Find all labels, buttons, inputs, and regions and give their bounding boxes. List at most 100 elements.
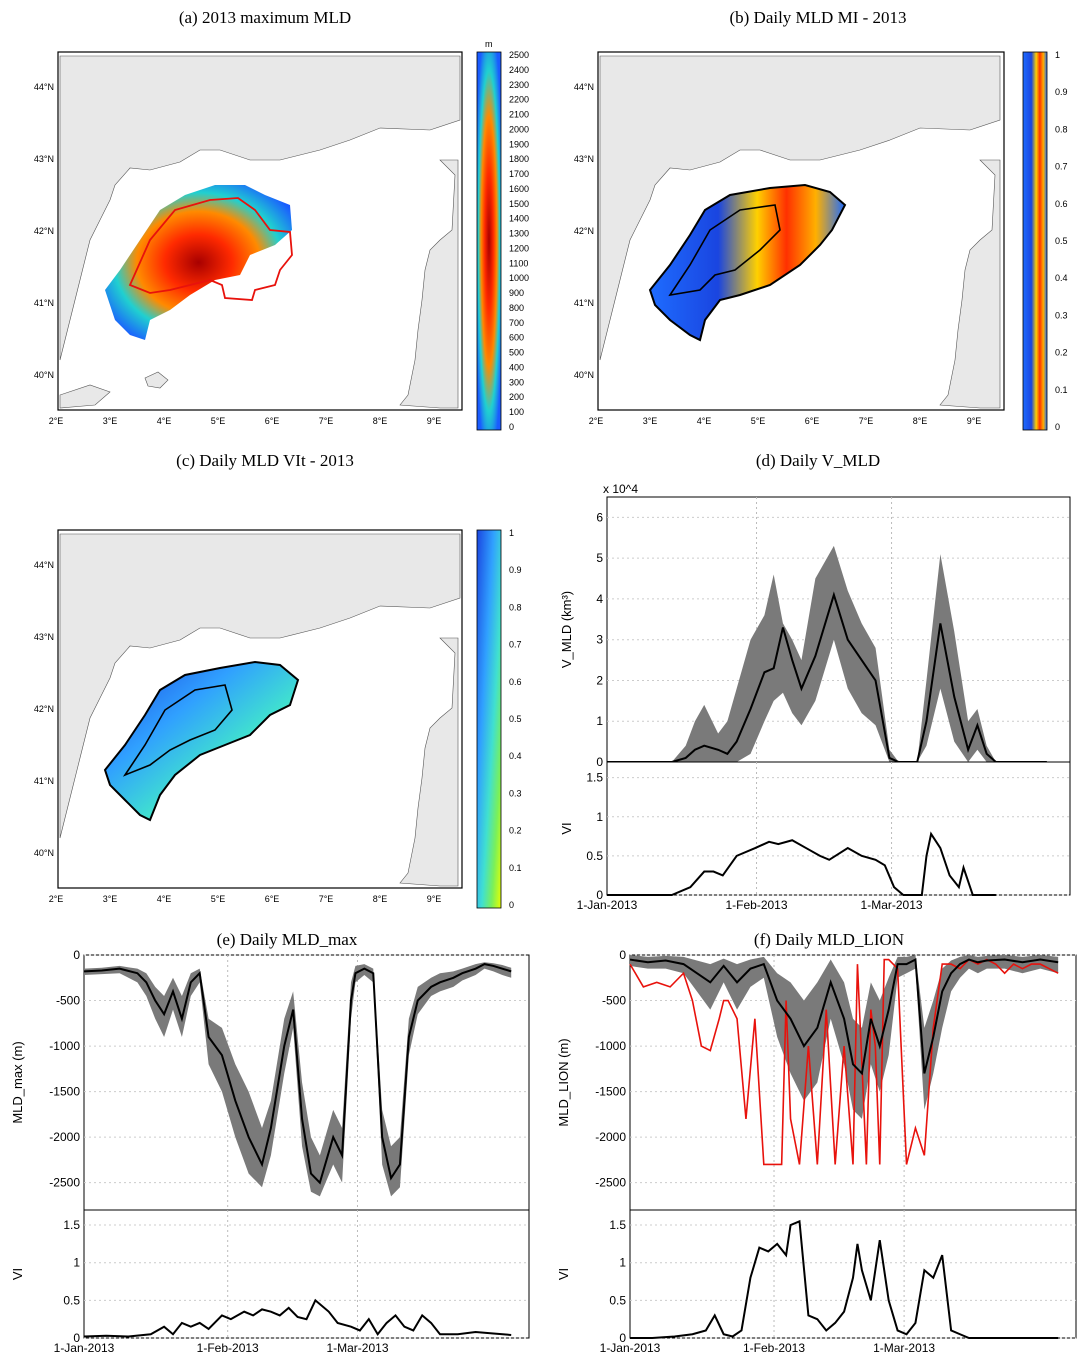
map-c-lat-label: 40°N [34, 848, 54, 858]
map-b-land-france [599, 55, 1001, 361]
map-a-colorbar-tick: 2200 [509, 95, 529, 105]
map-a-lat-label: 42°N [34, 226, 54, 236]
map-b-lon-label: 3°E [643, 416, 658, 426]
map-c-colorbar-tick: 0 [509, 900, 514, 910]
map-a-lon-label: 9°E [427, 416, 442, 426]
e-spread-band [84, 962, 512, 1197]
map-b-lon-label: 6°E [805, 416, 820, 426]
chart-f-plot: 0 -500 -1000 -1500 -2000 -2500 MLD_LION (m) [556, 948, 1077, 1211]
d-vi-ytick-label: 0 [596, 888, 603, 902]
map-a-colorbar-tick: 1100 [509, 258, 528, 268]
e-ytick-label: -1500 [49, 1085, 80, 1099]
d-vi-ytick-label: 0.5 [586, 849, 603, 863]
map-a-colorbar-tick: 1400 [509, 214, 529, 224]
map-a-lat-label: 41°N [34, 298, 54, 308]
map-b-colorbar-tick: 0.9 [1055, 87, 1068, 97]
map-a-colorbar-tick: 2500 [509, 50, 529, 60]
chart-f-vi-line [630, 1219, 1059, 1339]
map-c-lon-label: 8°E [373, 894, 388, 904]
e-vi-xtick-label: 1-Jan-2013 [54, 1341, 115, 1355]
map-a-colorbar-tick: 700 [509, 318, 524, 328]
map-a-colorbar-tick: 200 [509, 392, 524, 402]
map-a-colorbar-tick: 1500 [509, 199, 529, 209]
d-ytick-label: 6 [596, 510, 603, 524]
map-c-colorbar-tick: 0.9 [509, 565, 522, 575]
f-spread-band [630, 955, 1059, 1119]
map-a-colorbar-tick: 500 [509, 348, 524, 358]
chart-f-mean-line [629, 957, 1059, 1076]
map-c-colorbar-tick: 0.2 [509, 826, 522, 836]
map-a-colorbar-tick: 400 [509, 362, 524, 372]
d-ylabel: V_MLD (km³) [559, 591, 574, 668]
map-a-colorbar-tick: 1200 [509, 243, 529, 253]
e-ytick-label: 0 [73, 948, 80, 962]
map-a-colorbar-tick: 2100 [509, 110, 529, 120]
map-a-lon-label: 6°E [265, 416, 280, 426]
map-a-lon-label: 3°E [103, 416, 118, 426]
e-ylabel: MLD_max (m) [10, 1041, 25, 1123]
map-c-colorbar-tick: 0.3 [509, 788, 522, 798]
map-a-colorbar-tick: 1800 [509, 154, 529, 164]
map-labels: 44°N 43°N 42°N 41°N 40°N 2°E 3°E 4°E 5°E 6°E 7°E 8°… [34, 39, 1068, 910]
d-vi-ytick-label: 1 [596, 810, 603, 824]
map-c-land-france [59, 533, 461, 839]
map-a-colorbar-unit: m [485, 39, 493, 49]
e-vi-ytick-label: 0 [73, 1331, 80, 1345]
d-vi-ylabel: VI [559, 822, 574, 834]
d-ytick-label: 4 [596, 592, 603, 606]
map-b-lon-label: 4°E [697, 416, 712, 426]
chart-d-vi-plot: 0 0.5 1 1.5 VI 1-Jan-2013 1-Feb-2013 1-Mar-2013 [559, 761, 1071, 912]
chart-e-vi-line [83, 1298, 512, 1338]
map-c-black-contour [122, 684, 233, 777]
map-a-lat-label: 43°N [34, 154, 54, 164]
map-c-lon-label: 5°E [211, 894, 226, 904]
e-vi-ytick-label: 1.5 [63, 1218, 80, 1232]
chart-e-mean-line [83, 963, 512, 1185]
map-c-colorbar-tick: 1 [509, 528, 514, 538]
f-vi-ytick-label: 1.5 [609, 1218, 626, 1232]
e-ytick-label: -1000 [49, 1039, 80, 1053]
f-ytick-label: 0 [619, 948, 626, 962]
map-c-lat-label: 43°N [34, 632, 54, 642]
e-vi-plot-area [83, 1209, 530, 1339]
e-ytick-label: -2500 [49, 1176, 80, 1190]
map-c-vi-field [103, 660, 300, 822]
map-b-lat-label: 41°N [574, 298, 594, 308]
map-a-lon-label: 7°E [319, 416, 334, 426]
map-b-colorbar-tick: 0.2 [1055, 348, 1068, 358]
map-a-colorbar-tick: 2300 [509, 80, 529, 90]
d-vi-plot-area [606, 761, 1071, 896]
map-b-frame [597, 51, 1005, 411]
map-a-colorbar-tick: 900 [509, 288, 524, 298]
f-ytick-label: -2000 [595, 1130, 626, 1144]
chart-panel-d: (d) Daily V_MLD x 10^4 0 1 2 3 4 5 6 V_MLD (km³… [559, 451, 1071, 912]
map-c-colorbar-tick: 0.6 [509, 677, 522, 687]
map-a-colorbar-tick: 800 [509, 303, 524, 313]
chart-f-red-line [629, 958, 1059, 1166]
map-c-lon-label: 7°E [319, 894, 334, 904]
map-b-colorbar-tick: 0.8 [1055, 124, 1068, 134]
d-vi-xtick-label: 1-Feb-2013 [725, 898, 787, 912]
chart-d-mean-line [607, 591, 1047, 763]
f-ytick-label: -1500 [595, 1085, 626, 1099]
e-vi-xtick-label: 1-Mar-2013 [326, 1341, 388, 1355]
map-b-colorbar [1022, 51, 1048, 431]
map-b-lon-label: 5°E [751, 416, 766, 426]
f-vi-ytick-label: 1 [619, 1256, 626, 1270]
map-c-frame [57, 529, 463, 889]
f-vi-xtick-label: 1-Mar-2013 [873, 1341, 935, 1355]
map-a-colorbar-tick: 100 [509, 407, 524, 417]
map-a-colorbar-tick: 2000 [509, 124, 529, 134]
map-a-colorbar-tick: 1700 [509, 169, 529, 179]
map-a-mld-field [105, 185, 292, 340]
chart-e-vi-plot: 0 0.5 1 1.5 VI 1-Jan-2013 1-Feb-2013 1-Mar-2013 [10, 1209, 530, 1355]
map-b-lon-label: 2°E [589, 416, 604, 426]
map-a-land-balearic [59, 371, 169, 409]
chart-e-plot: 0 -500 -1000 -1500 -2000 -2500 MLD_max (m) [10, 948, 530, 1211]
e-vi-ytick-label: 0.5 [63, 1293, 80, 1307]
d-vi-ytick-label: 1.5 [586, 771, 603, 785]
f-vi-xtick-label: 1-Feb-2013 [743, 1341, 805, 1355]
map-a-colorbar [476, 51, 502, 431]
map-a-title: (a) 2013 maximum MLD [179, 8, 351, 27]
f-vi-ytick-label: 0.5 [609, 1293, 626, 1307]
